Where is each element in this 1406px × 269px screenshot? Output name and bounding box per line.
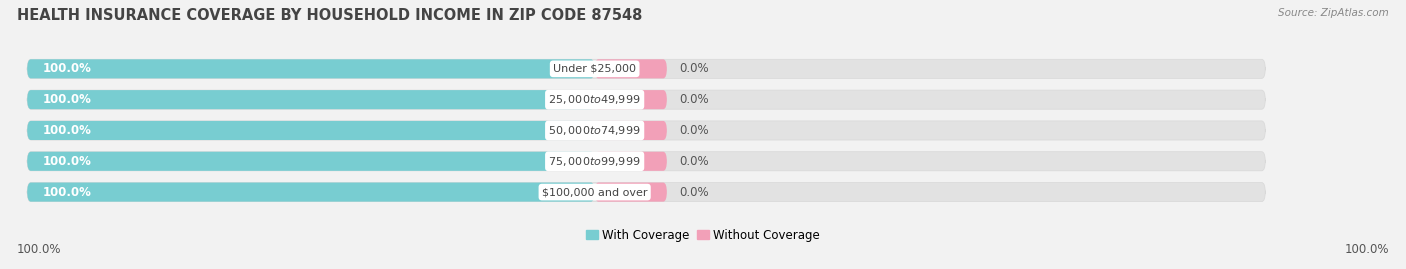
Text: Under $25,000: Under $25,000	[553, 64, 636, 74]
FancyBboxPatch shape	[27, 90, 595, 109]
FancyBboxPatch shape	[27, 183, 1265, 202]
Text: $75,000 to $99,999: $75,000 to $99,999	[548, 155, 641, 168]
FancyBboxPatch shape	[595, 121, 666, 140]
Text: 0.0%: 0.0%	[679, 93, 709, 106]
FancyBboxPatch shape	[595, 183, 666, 202]
Text: 100.0%: 100.0%	[1344, 243, 1389, 256]
FancyBboxPatch shape	[27, 59, 595, 78]
Text: 100.0%: 100.0%	[17, 243, 62, 256]
Text: 100.0%: 100.0%	[42, 155, 91, 168]
Text: $100,000 and over: $100,000 and over	[541, 187, 647, 197]
Text: 100.0%: 100.0%	[42, 186, 91, 199]
FancyBboxPatch shape	[27, 152, 1265, 171]
Text: 100.0%: 100.0%	[42, 62, 91, 75]
FancyBboxPatch shape	[595, 59, 666, 78]
Text: 100.0%: 100.0%	[42, 93, 91, 106]
FancyBboxPatch shape	[595, 90, 666, 109]
Text: 0.0%: 0.0%	[679, 124, 709, 137]
FancyBboxPatch shape	[27, 183, 595, 202]
Text: HEALTH INSURANCE COVERAGE BY HOUSEHOLD INCOME IN ZIP CODE 87548: HEALTH INSURANCE COVERAGE BY HOUSEHOLD I…	[17, 8, 643, 23]
Text: $25,000 to $49,999: $25,000 to $49,999	[548, 93, 641, 106]
Text: $50,000 to $74,999: $50,000 to $74,999	[548, 124, 641, 137]
Text: 0.0%: 0.0%	[679, 62, 709, 75]
FancyBboxPatch shape	[27, 121, 595, 140]
FancyBboxPatch shape	[27, 90, 1265, 109]
FancyBboxPatch shape	[27, 152, 595, 171]
Legend: With Coverage, Without Coverage: With Coverage, Without Coverage	[581, 224, 825, 247]
FancyBboxPatch shape	[27, 59, 1265, 78]
Text: Source: ZipAtlas.com: Source: ZipAtlas.com	[1278, 8, 1389, 18]
Text: 100.0%: 100.0%	[42, 124, 91, 137]
Text: 0.0%: 0.0%	[679, 155, 709, 168]
Text: 0.0%: 0.0%	[679, 186, 709, 199]
FancyBboxPatch shape	[27, 121, 1265, 140]
FancyBboxPatch shape	[595, 152, 666, 171]
